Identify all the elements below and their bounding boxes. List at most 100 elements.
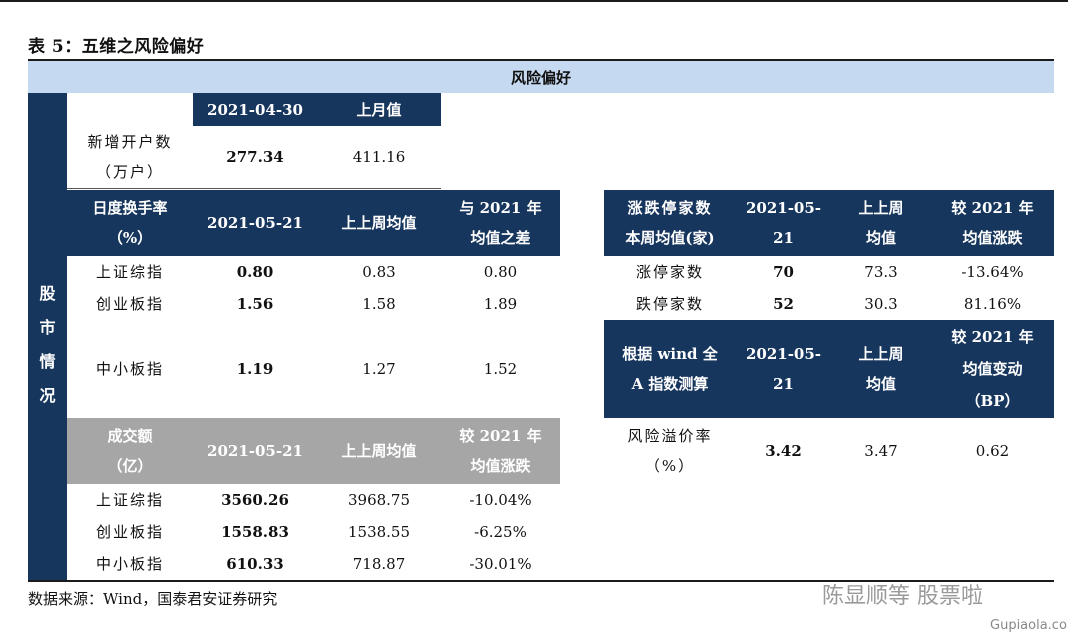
accounts-label: 新增开户数 （万户） (67, 126, 193, 188)
volume-row-change: -30.01% (469, 555, 532, 573)
premium-row-line: 风险溢价率 (627, 427, 713, 445)
limits-row-prev: 73.3 (864, 263, 898, 281)
volume-row-current: 1558.83 (221, 523, 289, 541)
top-border (0, 0, 1068, 2)
accounts-prev: 411.16 (352, 148, 406, 166)
side-label-char: 市 (39, 318, 56, 337)
volume-header-line: （亿） (107, 457, 153, 475)
volume-header-line: 均值涨跌 (470, 457, 531, 475)
premium-row-name: 风险溢价率 （%） (604, 418, 736, 484)
title-rule (28, 59, 1054, 61)
accounts-label-line: （万户） (95, 163, 164, 181)
accounts-label-line: 新增开户数 (87, 133, 173, 151)
limits-row-name: 跌停家数 (635, 295, 704, 313)
limits-header-label: 涨跌停家数 本周均值(家) (604, 190, 736, 256)
premium-header-line: （BP） (965, 392, 1020, 410)
accounts-header-prev: 上月值 (317, 93, 441, 126)
watermark-site: Gupiaola.com (990, 618, 1068, 633)
turnover-row-diff: 1.52 (483, 360, 518, 378)
limits-header-line: 较 2021 年 (951, 199, 1034, 217)
volume-row-current: 610.33 (226, 555, 284, 573)
premium-row-line: （%） (644, 457, 696, 475)
turnover-row-name: 创业板指 (95, 295, 164, 313)
premium-header-line: 上上周 (858, 345, 904, 363)
side-label-char: 股 (39, 284, 56, 303)
limits-row-change: 81.16% (963, 295, 1022, 313)
accounts-rule (67, 188, 441, 189)
limits-header-line: 均值涨跌 (962, 229, 1023, 247)
accounts-header-date: 2021-04-30 (193, 93, 317, 126)
turnover-header-prev: 上上周均值 (317, 190, 441, 256)
volume-row-change: -10.04% (469, 491, 532, 509)
turnover-header-label: 日度换手率 （%） (67, 190, 193, 256)
volume-row-prev: 1538.55 (347, 523, 411, 541)
turnover-row-current: 1.56 (236, 295, 274, 313)
premium-row-current: 3.42 (765, 442, 802, 460)
volume-row-name: 上证综指 (95, 491, 164, 509)
turnover-row-diff: 0.80 (483, 263, 518, 281)
turnover-header-line: 与 2021 年 (459, 199, 542, 217)
bottom-rule (28, 580, 1054, 582)
watermark-account: 陈显顺等 股票啦 (822, 584, 983, 609)
turnover-row-current: 1.19 (236, 360, 274, 378)
premium-row-prev: 3.47 (864, 442, 898, 460)
volume-header-label: 成交额 （亿） (67, 418, 193, 484)
turnover-header-diff: 与 2021 年 均值之差 (441, 190, 560, 256)
volume-row-change: -6.25% (474, 523, 527, 541)
limits-header-date: 2021-05- 21 (736, 190, 831, 256)
turnover-row-prev: 1.58 (362, 295, 396, 313)
premium-row-change: 0.62 (975, 442, 1010, 460)
turnover-row-name: 中小板指 (95, 360, 164, 378)
turnover-header-line: （%） (107, 229, 153, 247)
limits-header-change: 较 2021 年 均值涨跌 (931, 190, 1054, 256)
side-label: 股 市 情 况 (28, 277, 67, 413)
limits-header-line: 本周均值(家) (625, 229, 715, 247)
accounts-current: 277.34 (226, 148, 284, 166)
volume-row-name: 创业板指 (95, 523, 164, 541)
premium-header-prev: 上上周 均值 (831, 320, 931, 418)
limits-header-line: 上上周 (858, 199, 904, 217)
turnover-row-name: 上证综指 (95, 263, 164, 281)
limits-header-line: 21 (773, 229, 794, 247)
turnover-header-date: 2021-05-21 (193, 190, 317, 256)
limits-row-prev: 30.3 (864, 295, 898, 313)
premium-header-line: 2021-05- (745, 345, 822, 363)
source-note: 数据来源：Wind，国泰君安证券研究 (28, 590, 278, 608)
limits-header-line: 均值 (865, 229, 896, 247)
volume-row-name: 中小板指 (95, 555, 164, 573)
premium-header-line: 均值 (865, 375, 896, 393)
premium-header-line: A 指数测算 (631, 375, 709, 393)
turnover-row-current: 0.80 (236, 263, 274, 281)
volume-row-current: 3560.26 (221, 491, 289, 509)
volume-row-prev: 718.87 (352, 555, 406, 573)
limits-row-current: 52 (773, 295, 794, 313)
side-label-char: 况 (39, 386, 56, 405)
limits-header-line: 涨跌停家数 (627, 199, 713, 217)
limits-row-change: -13.64% (961, 263, 1024, 281)
limits-header-prev: 上上周 均值 (831, 190, 931, 256)
premium-header-line: 根据 wind 全 (622, 345, 718, 363)
premium-header-line: 21 (773, 375, 794, 393)
volume-header-date: 2021-05-21 (193, 418, 317, 484)
premium-header-label: 根据 wind 全 A 指数测算 (604, 320, 736, 418)
turnover-row-prev: 1.27 (362, 360, 396, 378)
premium-header-change: 较 2021 年 均值变动 （BP） (931, 320, 1054, 418)
limits-row-current: 70 (773, 263, 794, 281)
turnover-row-diff: 1.89 (483, 295, 518, 313)
side-label-char: 情 (39, 352, 56, 371)
premium-header-line: 较 2021 年 (951, 328, 1034, 346)
limits-header-line: 2021-05- (745, 199, 822, 217)
volume-header-prev: 上上周均值 (317, 418, 441, 484)
premium-header-date: 2021-05- 21 (736, 320, 831, 418)
volume-row-prev: 3968.75 (347, 491, 411, 509)
volume-header-line: 成交额 (107, 427, 153, 445)
limits-row-name: 涨停家数 (635, 263, 704, 281)
side-label-bar (28, 93, 67, 580)
table-title: 表 5：五维之风险偏好 (28, 37, 205, 57)
premium-header-line: 均值变动 (962, 360, 1023, 378)
volume-header-change: 较 2021 年 均值涨跌 (441, 418, 560, 484)
turnover-header-line: 均值之差 (470, 229, 531, 247)
volume-header-line: 较 2021 年 (459, 427, 542, 445)
section-band: 风险偏好 (28, 61, 1054, 93)
turnover-header-line: 日度换手率 (92, 199, 168, 217)
